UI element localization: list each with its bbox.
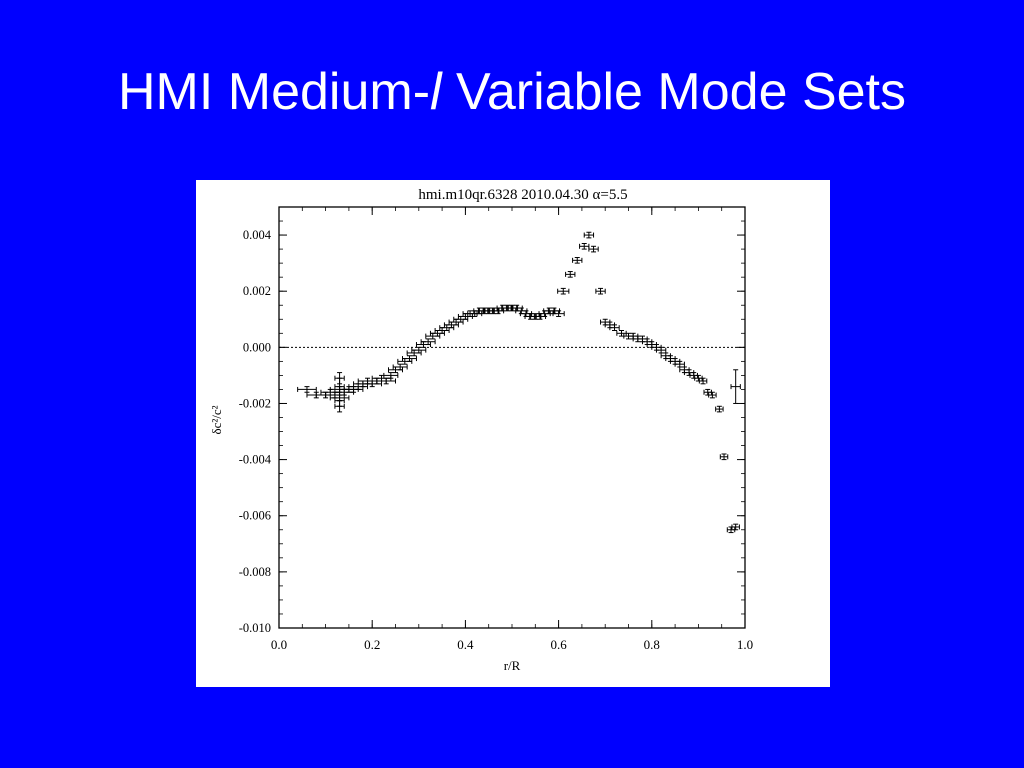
- x-tick-label: 1.0: [737, 637, 753, 652]
- data-point: [719, 453, 729, 461]
- slide-title-pre: HMI Medium-: [118, 63, 431, 121]
- data-point: [297, 386, 317, 393]
- plot-frame: [278, 206, 746, 629]
- data-point: [334, 400, 345, 413]
- data-point: [557, 287, 570, 295]
- axis-ticks: 0.0 0.2 0.4 0.6 0.8 1.0 0.004 0.002 0.000 -0.002 -…: [239, 206, 753, 652]
- data-point: [609, 324, 620, 331]
- y-tick-label: 0.000: [243, 340, 271, 354]
- y-axis-label: δc²/c²: [209, 405, 224, 434]
- data-point: [420, 338, 436, 346]
- data-point: [383, 372, 399, 379]
- chart-figure: hmi.m10qr.6328 2010.04.30 α=5.5 0.0 0.2 0.…: [196, 180, 830, 687]
- x-tick-label: 0.2: [364, 637, 380, 652]
- y-tick-label: -0.002: [239, 396, 271, 410]
- data-point: [334, 377, 345, 396]
- data-point: [731, 523, 740, 531]
- y-tick-label: -0.010: [239, 621, 271, 635]
- data-point: [552, 310, 565, 317]
- data-point: [572, 257, 583, 264]
- data-point: [376, 377, 396, 385]
- y-tick-label: -0.004: [239, 453, 272, 467]
- y-tick-label: -0.006: [239, 509, 271, 523]
- data-point: [698, 377, 708, 385]
- data-point: [579, 242, 590, 250]
- data-point: [715, 405, 724, 413]
- y-tick-label: 0.004: [243, 228, 272, 242]
- data-point: [730, 369, 741, 404]
- data-point: [588, 245, 599, 253]
- x-axis-label: r/R: [504, 658, 521, 673]
- data-point: [595, 287, 606, 295]
- data-point: [674, 360, 685, 368]
- data-point: [708, 391, 717, 399]
- x-tick-label: 0.8: [644, 637, 660, 652]
- data-point: [583, 231, 595, 239]
- slide-title-italic: l: [430, 63, 442, 121]
- data-point: [655, 346, 667, 354]
- data-points: [297, 231, 741, 534]
- chart-svg: hmi.m10qr.6328 2010.04.30 α=5.5 0.0 0.2 0.…: [209, 187, 753, 673]
- data-point: [392, 363, 408, 371]
- slide-title: HMI Medium-l Variable Mode Sets: [0, 62, 1024, 122]
- data-point: [616, 329, 627, 337]
- x-tick-label: 0.4: [457, 637, 474, 652]
- x-tick-label: 0.6: [550, 637, 567, 652]
- y-tick-label: -0.008: [239, 565, 271, 579]
- y-tick-label: 0.002: [243, 284, 271, 298]
- data-point: [565, 271, 576, 278]
- data-point: [401, 355, 417, 362]
- x-tick-label: 0.0: [271, 637, 287, 652]
- slide-title-post: Variable Mode Sets: [441, 63, 906, 121]
- data-point: [411, 346, 427, 354]
- chart-title: hmi.m10qr.6328 2010.04.30 α=5.5: [418, 187, 627, 203]
